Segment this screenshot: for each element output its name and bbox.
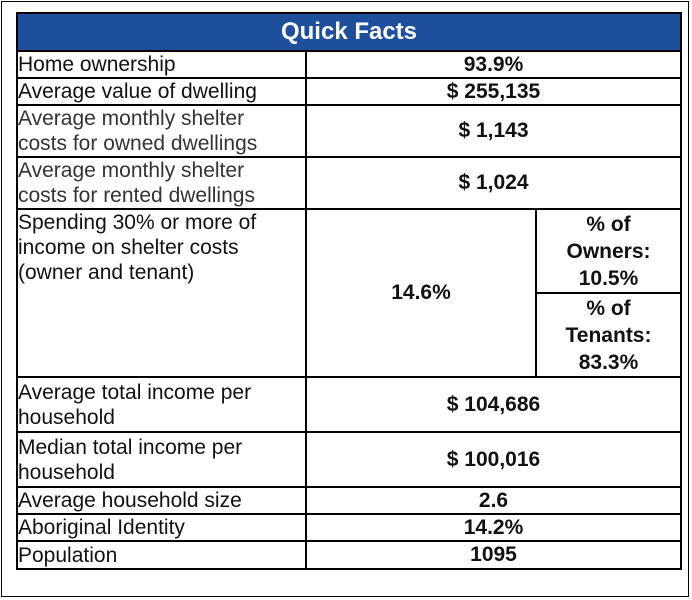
median-income-label-line1: Median total income per <box>18 435 243 459</box>
home-ownership-value: 93.9% <box>304 50 683 79</box>
table-row: Spending 30% or more of income on shelte… <box>16 208 683 378</box>
table-title: Quick Facts <box>15 12 683 52</box>
avg-dwelling-value: $ 255,135 <box>304 77 683 106</box>
quick-facts-table: Quick Facts Home ownership 93.9% Average… <box>15 12 683 570</box>
household-size-label: Average household size <box>16 486 307 515</box>
tenants-line2: Tenants: <box>565 323 652 347</box>
spending-label: Spending 30% or more of income on shelte… <box>16 208 307 378</box>
median-income-label-line2: household <box>18 460 115 484</box>
table-row: Average value of dwelling $ 255,135 <box>16 77 683 106</box>
tenants-share-cell: % of Tenants: 83.3% <box>534 292 683 378</box>
avg-income-value: $ 104,686 <box>304 376 683 433</box>
rented-shelter-label: Average monthly shelter costs for rented… <box>16 156 307 210</box>
title-row: Quick Facts <box>15 12 683 52</box>
median-income-value: $ 100,016 <box>304 431 683 488</box>
table-row: Population 1095 <box>16 540 683 570</box>
table-row: Median total income per household $ 100,… <box>16 431 683 488</box>
home-ownership-label: Home ownership <box>16 50 307 79</box>
owners-line2: Owners: <box>566 239 651 263</box>
avg-income-label-line2: household <box>18 405 115 429</box>
owners-value: 10.5% <box>578 266 639 290</box>
owners-line1: % of <box>586 212 631 236</box>
table-row: Average monthly shelter costs for rented… <box>16 156 683 210</box>
avg-income-label-line1: Average total income per <box>18 380 252 404</box>
rented-shelter-label-line1: Average monthly shelter <box>18 159 245 182</box>
aboriginal-identity-label: Aboriginal Identity <box>16 513 307 542</box>
spending-value: 14.6% <box>305 208 537 378</box>
tenants-value: 83.3% <box>578 350 639 374</box>
table-row: Average total income per household $ 104… <box>16 376 683 433</box>
owned-shelter-label-line1: Average monthly shelter <box>18 107 245 130</box>
avg-dwelling-value-label: Average value of dwelling <box>16 77 307 106</box>
avg-income-label: Average total income per household <box>16 376 307 433</box>
table-row: Home ownership 93.9% <box>16 50 683 79</box>
owned-shelter-label: Average monthly shelter costs for owned … <box>16 104 307 158</box>
population-label: Population <box>16 540 307 570</box>
population-value: 1095 <box>304 540 683 570</box>
table-row: Average household size 2.6 <box>16 486 683 515</box>
table-row: % of Tenants: 83.3% <box>17 292 683 378</box>
table-row: Average monthly shelter costs for owned … <box>16 104 683 158</box>
owned-shelter-value: $ 1,143 <box>304 104 683 158</box>
spending-label-line2: income on shelter costs <box>18 236 239 259</box>
aboriginal-identity-value: 14.2% <box>304 513 683 542</box>
owned-shelter-label-line2: costs for owned dwellings <box>18 132 258 155</box>
rented-shelter-value: $ 1,024 <box>304 156 683 210</box>
spending-label-line3: (owner and tenant) <box>18 261 195 284</box>
household-size-value: 2.6 <box>304 486 683 515</box>
owners-share-cell: % of Owners: 10.5% <box>534 208 683 294</box>
table-row: Aboriginal Identity 14.2% <box>16 513 683 542</box>
rented-shelter-label-line2: costs for rented dwellings <box>18 184 255 207</box>
median-income-label: Median total income per household <box>16 431 307 488</box>
tenants-line1: % of <box>586 296 631 320</box>
spending-label-line1: Spending 30% or more of <box>18 211 257 234</box>
